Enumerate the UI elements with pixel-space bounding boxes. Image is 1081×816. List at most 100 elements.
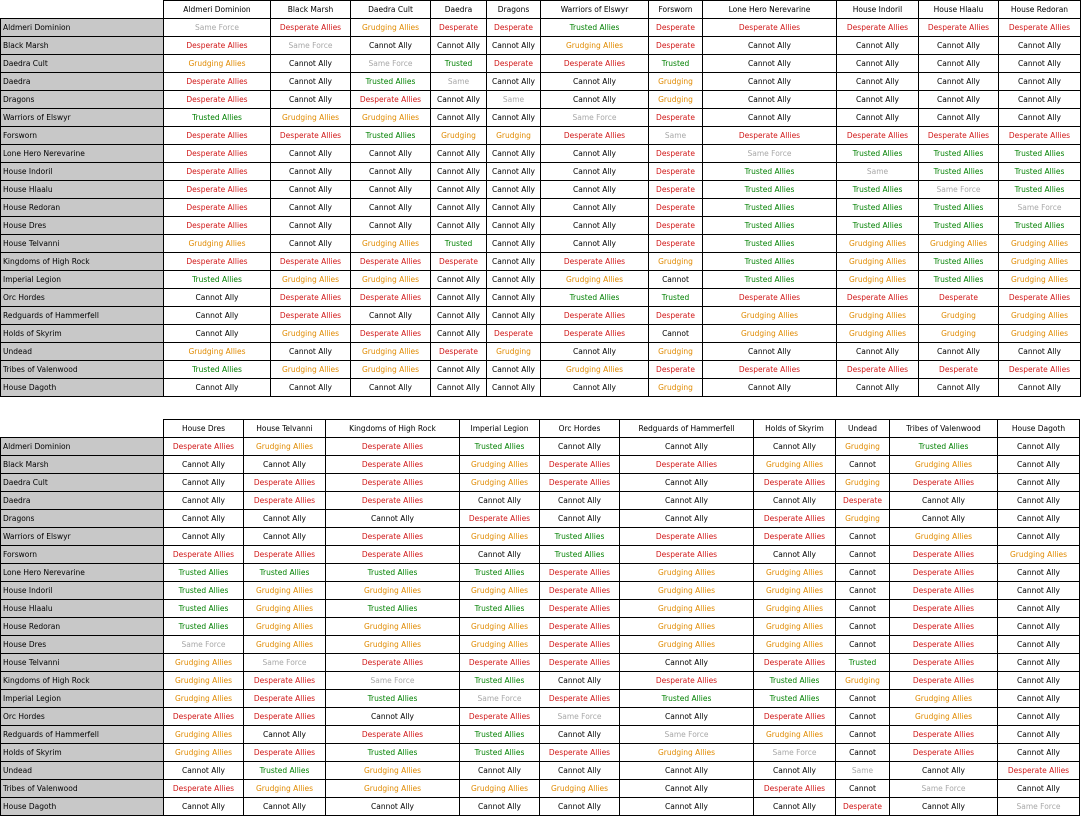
alliance-cell: Same Force — [702, 144, 837, 163]
alliance-cell: Grudging Allies — [619, 599, 754, 618]
alliance-cell: Cannot Ally — [243, 797, 326, 816]
alliance-cell: Cannot Ally — [486, 234, 541, 253]
alliance-cell: Trusted Allies — [539, 527, 620, 546]
alliance-cell: Trusted Allies — [702, 180, 837, 199]
row-header: Forsworn — [0, 545, 164, 564]
row-header: Redguards of Hammerfell — [0, 306, 164, 325]
alliance-cell: Desperate Allies — [350, 288, 431, 307]
alliance-cell: Desperate Allies — [350, 90, 431, 109]
alliance-cell: Desperate Allies — [540, 306, 649, 325]
alliance-cell: Grudging Allies — [350, 234, 431, 253]
row-header: House Telvanni — [0, 234, 164, 253]
alliance-cell: Desperate — [648, 180, 703, 199]
column-header: House Indoril — [836, 0, 919, 19]
alliance-cell: Cannot Ally — [702, 378, 837, 397]
alliance-cell: Desperate — [648, 306, 703, 325]
alliance-cell: Grudging Allies — [163, 54, 271, 73]
alliance-cell: Trusted Allies — [325, 599, 460, 618]
alliance-cell: Trusted Allies — [998, 162, 1081, 181]
alliance-cell: Desperate Allies — [619, 455, 754, 474]
alliance-cell: Trusted Allies — [539, 545, 620, 564]
alliance-cell: Grudging Allies — [163, 671, 244, 690]
column-header: Orc Hordes — [539, 419, 620, 438]
column-header: Imperial Legion — [459, 419, 540, 438]
table-row: Holds of Skyrim Cannot Ally Grudging Allie… — [0, 324, 1081, 343]
alliance-cell: Grudging — [918, 306, 999, 325]
alliance-cell: Grudging Allies — [325, 581, 460, 600]
alliance-cell: Grudging Allies — [163, 234, 271, 253]
alliance-cell: Grudging Allies — [619, 743, 754, 762]
alliance-cell: Same Force — [163, 18, 271, 37]
alliance-cell: Cannot Ally — [163, 378, 271, 397]
alliance-cell: Desperate — [648, 144, 703, 163]
alliance-cell: Cannot Ally — [702, 54, 837, 73]
alliance-cell: Grudging Allies — [270, 108, 351, 127]
alliance-cell: Trusted Allies — [163, 599, 244, 618]
table-row: Daedra Desperate Allies Cannot Ally Trusted… — [0, 72, 1081, 91]
alliance-cell: Cannot Ally — [997, 653, 1080, 672]
alliance-cell: Desperate — [918, 360, 999, 379]
alliance-cell: Cannot Ally — [997, 779, 1080, 798]
alliance-cell: Cannot Ally — [539, 761, 620, 780]
column-header: Aldmeri Dominion — [163, 0, 271, 19]
alliance-cell: Trusted Allies — [540, 18, 649, 37]
corner-cell — [0, 0, 164, 19]
row-header: Forsworn — [0, 126, 164, 145]
alliance-cell: Grudging Allies — [350, 18, 431, 37]
alliance-cell: Cannot Ally — [539, 509, 620, 528]
alliance-cell: Desperate Allies — [889, 671, 998, 690]
alliance-cell: Desperate Allies — [836, 126, 919, 145]
alliance-cell: Trusted Allies — [459, 743, 540, 762]
alliance-cell: Cannot Ally — [486, 72, 541, 91]
row-header: Dragons — [0, 509, 164, 528]
alliance-cell: Desperate Allies — [918, 18, 999, 37]
alliance-cell: Desperate Allies — [998, 288, 1081, 307]
alliance-cell: Trusted — [648, 288, 703, 307]
alliance-cell: Desperate Allies — [325, 545, 460, 564]
alliance-cell: Desperate Allies — [163, 144, 271, 163]
table-row: Daedra Cult Cannot Ally Desperate Allies De… — [0, 473, 1080, 492]
row-header: Undead — [0, 342, 164, 361]
alliance-cell: Trusted Allies — [325, 689, 460, 708]
alliance-cell: Cannot Ally — [486, 216, 541, 235]
alliance-cell: Cannot Ally — [997, 617, 1080, 636]
alliance-cell: Cannot Ally — [998, 90, 1081, 109]
alliance-cell: Cannot Ally — [540, 90, 649, 109]
alliance-cell: Desperate Allies — [539, 653, 620, 672]
alliance-cell: Grudging Allies — [459, 455, 540, 474]
alliance-cell: Grudging — [648, 72, 703, 91]
table-row: Lone Hero Nerevarine Desperate Allies Cann… — [0, 144, 1081, 163]
alliance-cell: Desperate Allies — [163, 252, 271, 271]
alliance-cell: Cannot Ally — [163, 455, 244, 474]
alliance-cell: Cannot Ally — [430, 162, 487, 181]
alliance-cell: Cannot Ally — [243, 509, 326, 528]
alliance-cell: Grudging Allies — [459, 779, 540, 798]
alliance-cell: Desperate Allies — [998, 18, 1081, 37]
alliance-cell: Cannot — [648, 324, 703, 343]
table-row: Daedra Cannot Ally Desperate Allies Despera… — [0, 491, 1080, 510]
alliance-cell: Cannot Ally — [619, 653, 754, 672]
table-row: House Dagoth Cannot Ally Cannot Ally Cannot… — [0, 797, 1080, 816]
table-row: House Dres Desperate Allies Cannot Ally Can… — [0, 216, 1081, 235]
row-header: Daedra Cult — [0, 54, 164, 73]
alliance-cell: Desperate Allies — [619, 671, 754, 690]
alliance-cell: Cannot Ally — [540, 180, 649, 199]
alliance-cell: Trusted Allies — [163, 270, 271, 289]
alliance-cell: Same Force — [325, 671, 460, 690]
alliance-cell: Cannot Ally — [350, 198, 431, 217]
alliance-cell: Grudging Allies — [350, 270, 431, 289]
alliance-cell: Desperate Allies — [889, 725, 998, 744]
alliance-cell: Grudging Allies — [702, 306, 837, 325]
alliance-cell: Cannot Ally — [430, 180, 487, 199]
alliance-cell: Desperate Allies — [459, 707, 540, 726]
table-row: Warriors of Elswyr Trusted Allies Grudging… — [0, 108, 1081, 127]
alliance-cell: Cannot Ally — [163, 306, 271, 325]
alliance-cell: Desperate — [486, 54, 541, 73]
alliance-cell: Trusted Allies — [163, 581, 244, 600]
alliance-cell: Cannot Ally — [889, 797, 998, 816]
alliance-cell: Cannot — [648, 270, 703, 289]
alliance-cell: Grudging — [648, 252, 703, 271]
row-header: Daedra Cult — [0, 473, 164, 492]
alliance-cell: Desperate — [648, 108, 703, 127]
alliance-cell: Cannot Ally — [430, 270, 487, 289]
